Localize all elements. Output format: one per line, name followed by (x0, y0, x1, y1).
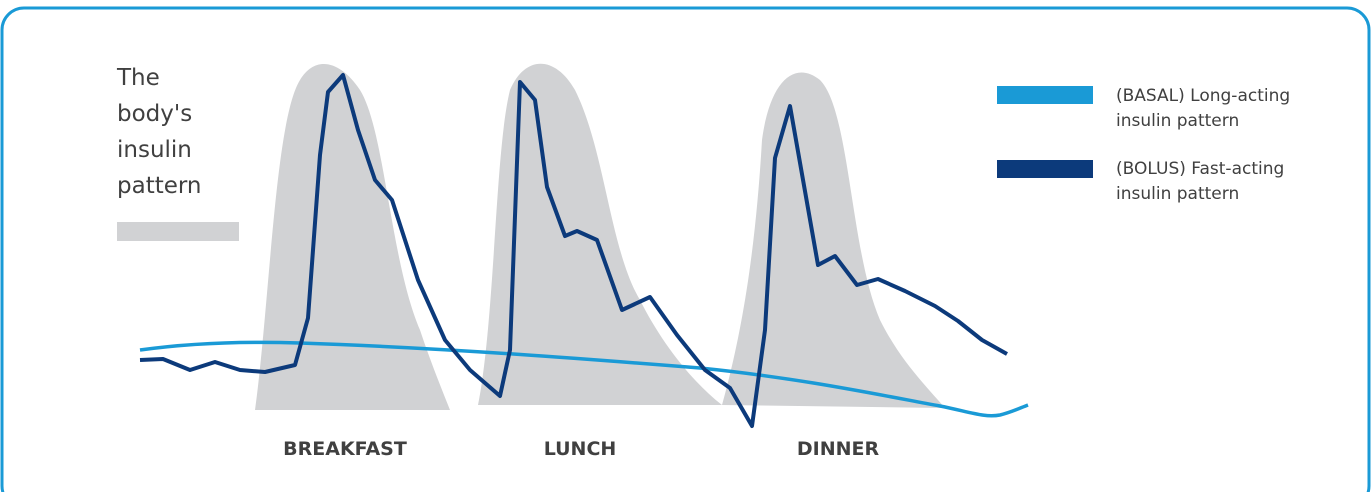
legend-label: (BASAL) Long-acting (1116, 86, 1290, 106)
title-line: body's (117, 101, 192, 127)
meal-label: DINNER (797, 438, 880, 460)
meal-label: BREAKFAST (283, 438, 407, 460)
dinner-hump (722, 72, 945, 408)
title-line: insulin (117, 137, 192, 163)
legend-label: (BOLUS) Fast-acting (1116, 159, 1284, 179)
legend-swatch (997, 86, 1093, 104)
title-line: The (116, 65, 160, 91)
basal-line (139, 340, 1029, 418)
legend-label: insulin pattern (1116, 184, 1239, 204)
legend-label: insulin pattern (1116, 111, 1239, 131)
frame (0, 6, 1371, 492)
meal-label: LUNCH (544, 438, 617, 460)
title-line: pattern (117, 173, 202, 199)
lunch-hump (478, 63, 722, 405)
pattern-swatch (117, 222, 239, 241)
legend-swatch (997, 160, 1093, 178)
bolus-line (139, 73, 1008, 428)
breakfast-hump (255, 63, 450, 411)
